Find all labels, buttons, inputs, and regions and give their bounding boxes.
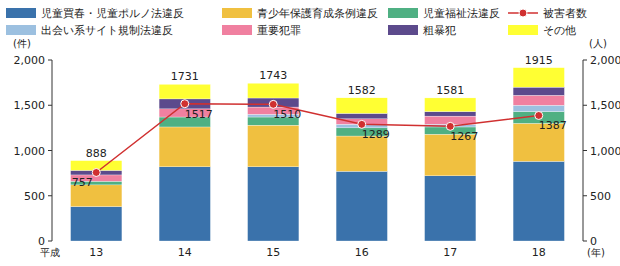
x-axis-label: (年) [587,247,605,258]
total-label: 1915 [525,54,553,67]
line [96,104,539,173]
legend-swatch [222,8,252,18]
legend-swatch [508,25,538,35]
bar-segment [513,161,564,241]
total-label: 1731 [171,70,199,83]
y2-tick [583,195,587,196]
legend-swatch [519,9,527,17]
bar-segment [336,98,387,114]
y-tick [48,195,52,196]
y2-tick-label: 1,000 [590,145,620,158]
total-label: 1743 [259,69,287,82]
y-tick-label: 500 [24,190,45,203]
bar-segment [248,167,299,241]
bar-segment [513,87,564,95]
y-tick [48,150,52,151]
bar-segment [336,113,387,118]
y-tick-label: 2,000 [14,54,46,67]
bar-segment [513,95,564,105]
y-tick [48,60,52,61]
line-marker [535,111,543,119]
legend-label: 児童福祉法違反 [423,7,500,20]
y2-axis-label: (人) [589,38,607,49]
y-axis-label: (件) [13,38,31,49]
y2-tick-label: 1,500 [590,99,620,112]
y2-tick [583,241,587,242]
y2-tick [583,60,587,61]
line-data-label: 757 [72,176,93,189]
x-tick-label: 16 [355,246,369,259]
legend-label: 児童買春・児童ポルノ法違反 [41,7,184,20]
bar-segment [71,207,122,241]
y-tick-label: 1,000 [14,145,46,158]
bar-segment [159,127,210,167]
line-data-label: 1289 [362,128,390,141]
legend-swatch [222,25,252,35]
x-tick-label: 14 [178,246,192,259]
total-label: 888 [86,147,107,160]
bar-segment [513,105,564,111]
line-data-label: 1387 [539,119,567,132]
legend-swatch [388,8,418,18]
legend-label: その他 [543,24,576,37]
line-marker [92,168,100,176]
legend-label: 重要犯罪 [257,24,301,37]
line-marker [358,120,366,128]
x-tick-label: 18 [532,246,546,259]
legend-label: 出会い系サイト規制法違反 [41,24,173,37]
x-tick-label: 15 [266,246,280,259]
bar-segment [159,167,210,241]
line-marker [446,122,454,130]
total-label: 1581 [436,84,464,97]
bar-segment [513,68,564,87]
line-data-label: 1517 [185,108,213,121]
plot-area [71,68,565,241]
line-marker [181,100,189,108]
y-tick [48,105,52,106]
y-tick-label: 1,500 [14,99,46,112]
x-tick-label: 13 [89,246,103,259]
y-tick [48,241,52,242]
bar-segment [248,83,299,98]
line-data-label: 1267 [450,130,478,143]
era-label: 平成 [40,247,60,258]
y2-tick-label: 2,000 [590,54,620,67]
bar-segment [425,112,476,117]
bar-segment [248,125,299,167]
bar-segment [425,176,476,241]
y2-tick-label: 500 [590,190,611,203]
legend-label: 青少年保護育成条例違反 [257,7,378,20]
legend-swatch [388,25,418,35]
total-label: 1582 [348,84,376,97]
bar-segment [159,84,210,99]
legend-swatch [6,25,36,35]
legend-swatch [6,8,36,18]
legend-label: 粗暴犯 [423,24,456,37]
chart: 05001,0001,5002,00005001,0001,5002,000(件… [0,0,620,266]
x-tick-label: 17 [443,246,457,259]
bar-segment [425,98,476,112]
legend-label: 被害者数 [543,7,587,20]
line-marker [269,100,277,108]
y2-tick [583,150,587,151]
bar-segment [336,171,387,241]
y2-tick [583,105,587,106]
line-data-label: 1510 [273,108,301,121]
